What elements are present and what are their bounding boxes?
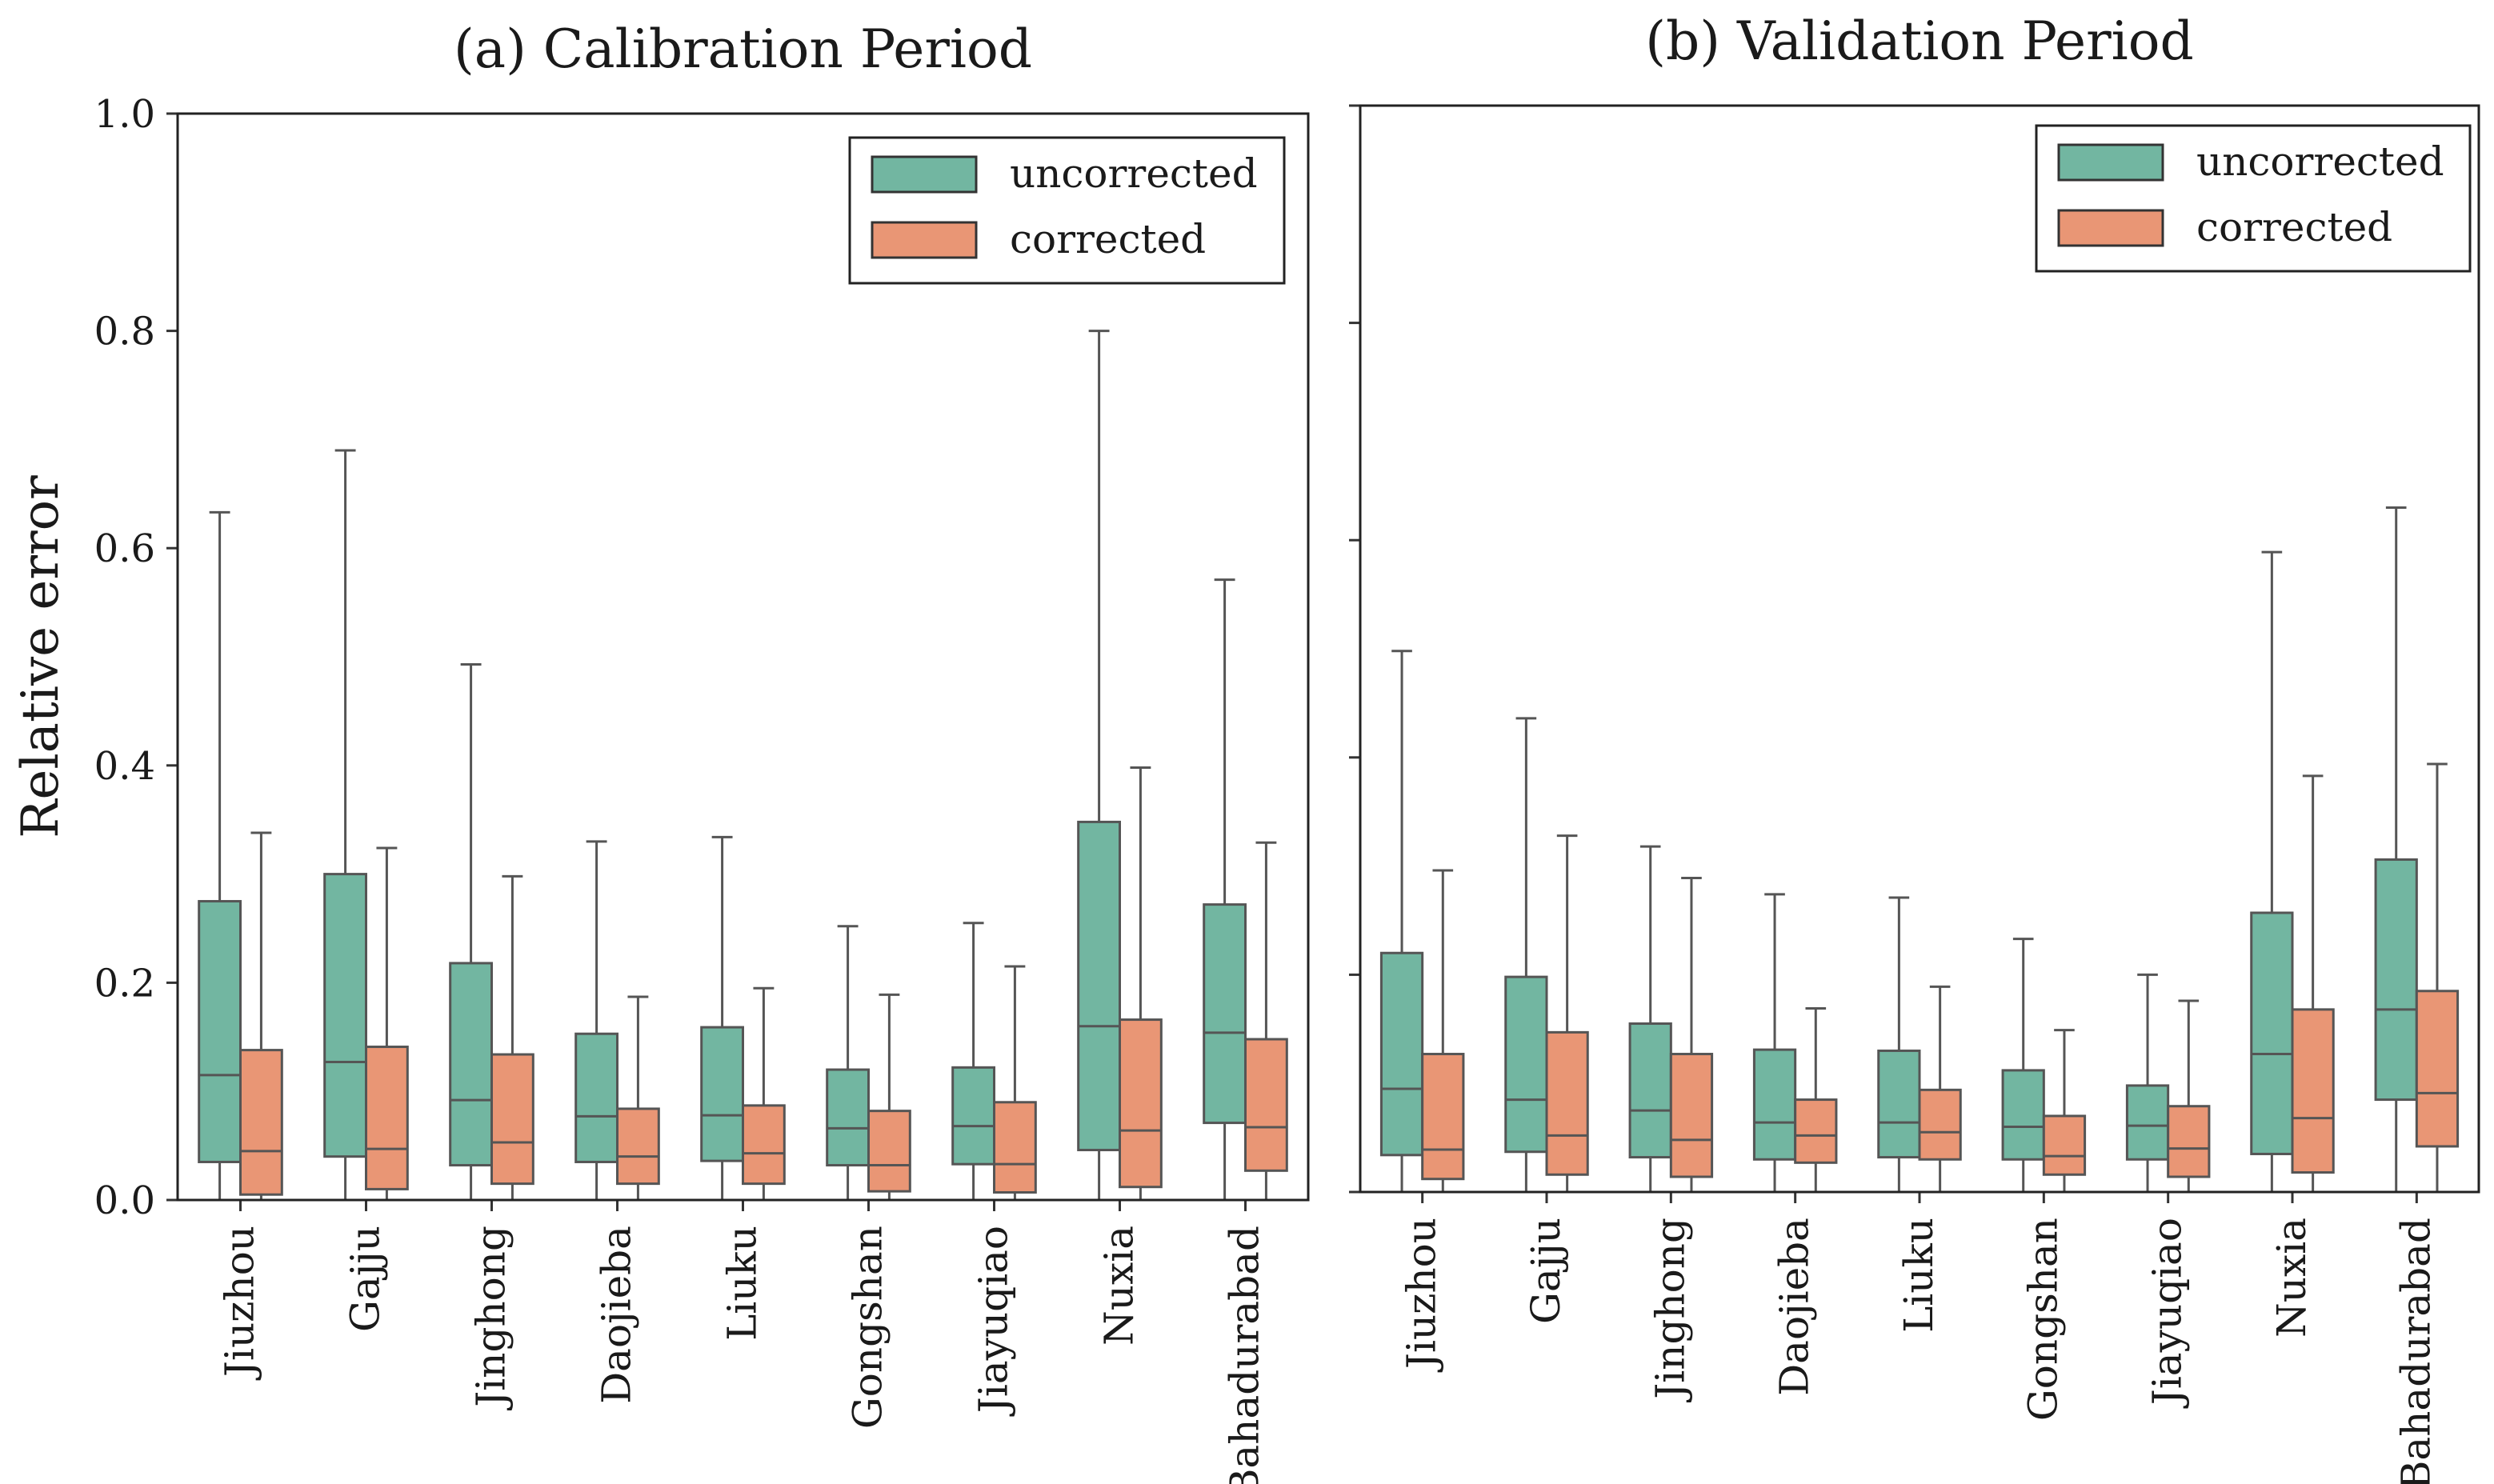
validation-x-tick-label: Liuku — [1896, 1218, 1942, 1333]
validation-uncorrected-box — [1752, 1048, 1797, 1161]
validation-x-tick-label: Bahadurabad — [2392, 1218, 2439, 1484]
validation-corrected-box — [2291, 1008, 2335, 1174]
calibration-title: (a) Calibration Period — [454, 18, 1032, 80]
calibration-legend-swatch-uncorrected — [871, 155, 978, 194]
calibration-y-tick-label: 0.8 — [94, 310, 155, 354]
validation-x-tick-label: Jiayuqiao — [2144, 1218, 2191, 1409]
calibration-y-axis-label: Relative error — [11, 475, 70, 838]
validation-x-tick-label: Jiuzhou — [1399, 1218, 1445, 1373]
validation-legend-swatch-uncorrected — [2057, 143, 2164, 182]
validation-uncorrected-box — [2125, 1084, 2170, 1161]
calibration-uncorrected-box — [198, 900, 242, 1163]
validation-uncorrected-box — [2250, 911, 2294, 1155]
calibration-uncorrected-box — [700, 1026, 745, 1162]
validation-corrected-box — [1421, 1053, 1465, 1181]
calibration-corrected-box — [490, 1053, 534, 1186]
calibration-uncorrected-box — [1077, 820, 1121, 1152]
calibration-corrected-box — [365, 1046, 409, 1190]
validation-uncorrected-box — [1628, 1022, 1672, 1159]
validation-panel: (b) Validation Period Jiuzhou Gajju Jinghon… — [1349, 10, 2480, 1484]
validation-x-tick-label: Gajju — [1523, 1218, 1569, 1324]
validation-corrected-box — [1669, 1053, 1714, 1178]
calibration-x-tick-label: Jiayuqiao — [971, 1226, 1017, 1417]
calibration-x-tick-label: Daojieba — [594, 1226, 640, 1404]
calibration-uncorrected-box — [826, 1068, 870, 1167]
calibration-uncorrected-box — [574, 1032, 619, 1163]
calibration-y-tick-label: 1.0 — [94, 92, 155, 137]
validation-title: (b) Validation Period — [1645, 10, 2194, 72]
calibration-x-tick-label: Bahadurabad — [1222, 1226, 1268, 1484]
validation-axes-frame — [1359, 104, 2480, 1194]
validation-legend-swatch-corrected — [2057, 209, 2164, 247]
validation-corrected-box — [1794, 1098, 1838, 1164]
validation-legend: uncorrected corrected — [2035, 124, 2472, 273]
validation-uncorrected-box — [2001, 1069, 2045, 1161]
calibration-corrected-box — [616, 1107, 660, 1186]
validation-x-tick-label: Gongshan — [2020, 1218, 2066, 1421]
calibration-corrected-box — [742, 1104, 786, 1186]
calibration-uncorrected-box — [1203, 903, 1247, 1125]
calibration-legend-label-corrected: corrected — [1010, 216, 1206, 262]
validation-uncorrected-box — [1379, 951, 1424, 1157]
calibration-y-tick-label: 0.2 — [94, 961, 155, 1006]
validation-uncorrected-box — [2374, 858, 2418, 1102]
calibration-x-tick-label: Jiuzhou — [217, 1226, 263, 1381]
validation-x-tick-label: Daojieba — [1771, 1218, 1818, 1396]
validation-corrected-box — [1918, 1088, 1962, 1161]
validation-uncorrected-box — [1877, 1049, 1921, 1159]
calibration-corrected-box — [867, 1110, 911, 1193]
calibration-uncorrected-box — [323, 873, 368, 1158]
validation-x-tick-label: Nuxia — [2268, 1218, 2315, 1338]
validation-uncorrected-box — [1504, 975, 1548, 1154]
validation-corrected-box — [2042, 1114, 2087, 1176]
calibration-corrected-box — [239, 1049, 283, 1196]
validation-corrected-box — [2167, 1105, 2211, 1178]
calibration-x-tick-label: Gajju — [342, 1226, 389, 1332]
validation-legend-label-corrected: corrected — [2196, 204, 2392, 250]
calibration-uncorrected-box — [951, 1066, 995, 1166]
calibration-y-tick-label: 0.4 — [94, 744, 155, 789]
validation-legend-label-uncorrected: uncorrected — [2196, 138, 2444, 185]
calibration-legend: uncorrected corrected — [848, 136, 1286, 285]
calibration-corrected-box — [1244, 1038, 1288, 1172]
calibration-panel: (a) Calibration Period 0.0 0.2 0.4 0.6 0.8 1.0… — [11, 18, 1310, 1484]
calibration-corrected-box — [993, 1101, 1037, 1194]
calibration-legend-swatch-corrected — [871, 221, 978, 259]
validation-corrected-box — [1545, 1030, 1589, 1176]
calibration-legend-label-uncorrected: uncorrected — [1010, 150, 1258, 197]
calibration-uncorrected-box — [449, 962, 494, 1167]
calibration-corrected-box — [1119, 1018, 1163, 1189]
calibration-x-tick-label: Jinghong — [468, 1226, 514, 1411]
calibration-y-tick-label: 0.6 — [94, 526, 155, 571]
validation-x-tick-label: Jinghong — [1647, 1218, 1693, 1403]
calibration-x-tick-label: Nuxia — [1096, 1226, 1143, 1346]
validation-corrected-box — [2415, 990, 2460, 1148]
calibration-x-tick-label: Liuku — [719, 1226, 766, 1341]
calibration-axes-frame — [176, 112, 1310, 1202]
calibration-x-tick-label: Gongshan — [845, 1226, 891, 1429]
calibration-y-tick-label: 0.0 — [94, 1178, 155, 1223]
